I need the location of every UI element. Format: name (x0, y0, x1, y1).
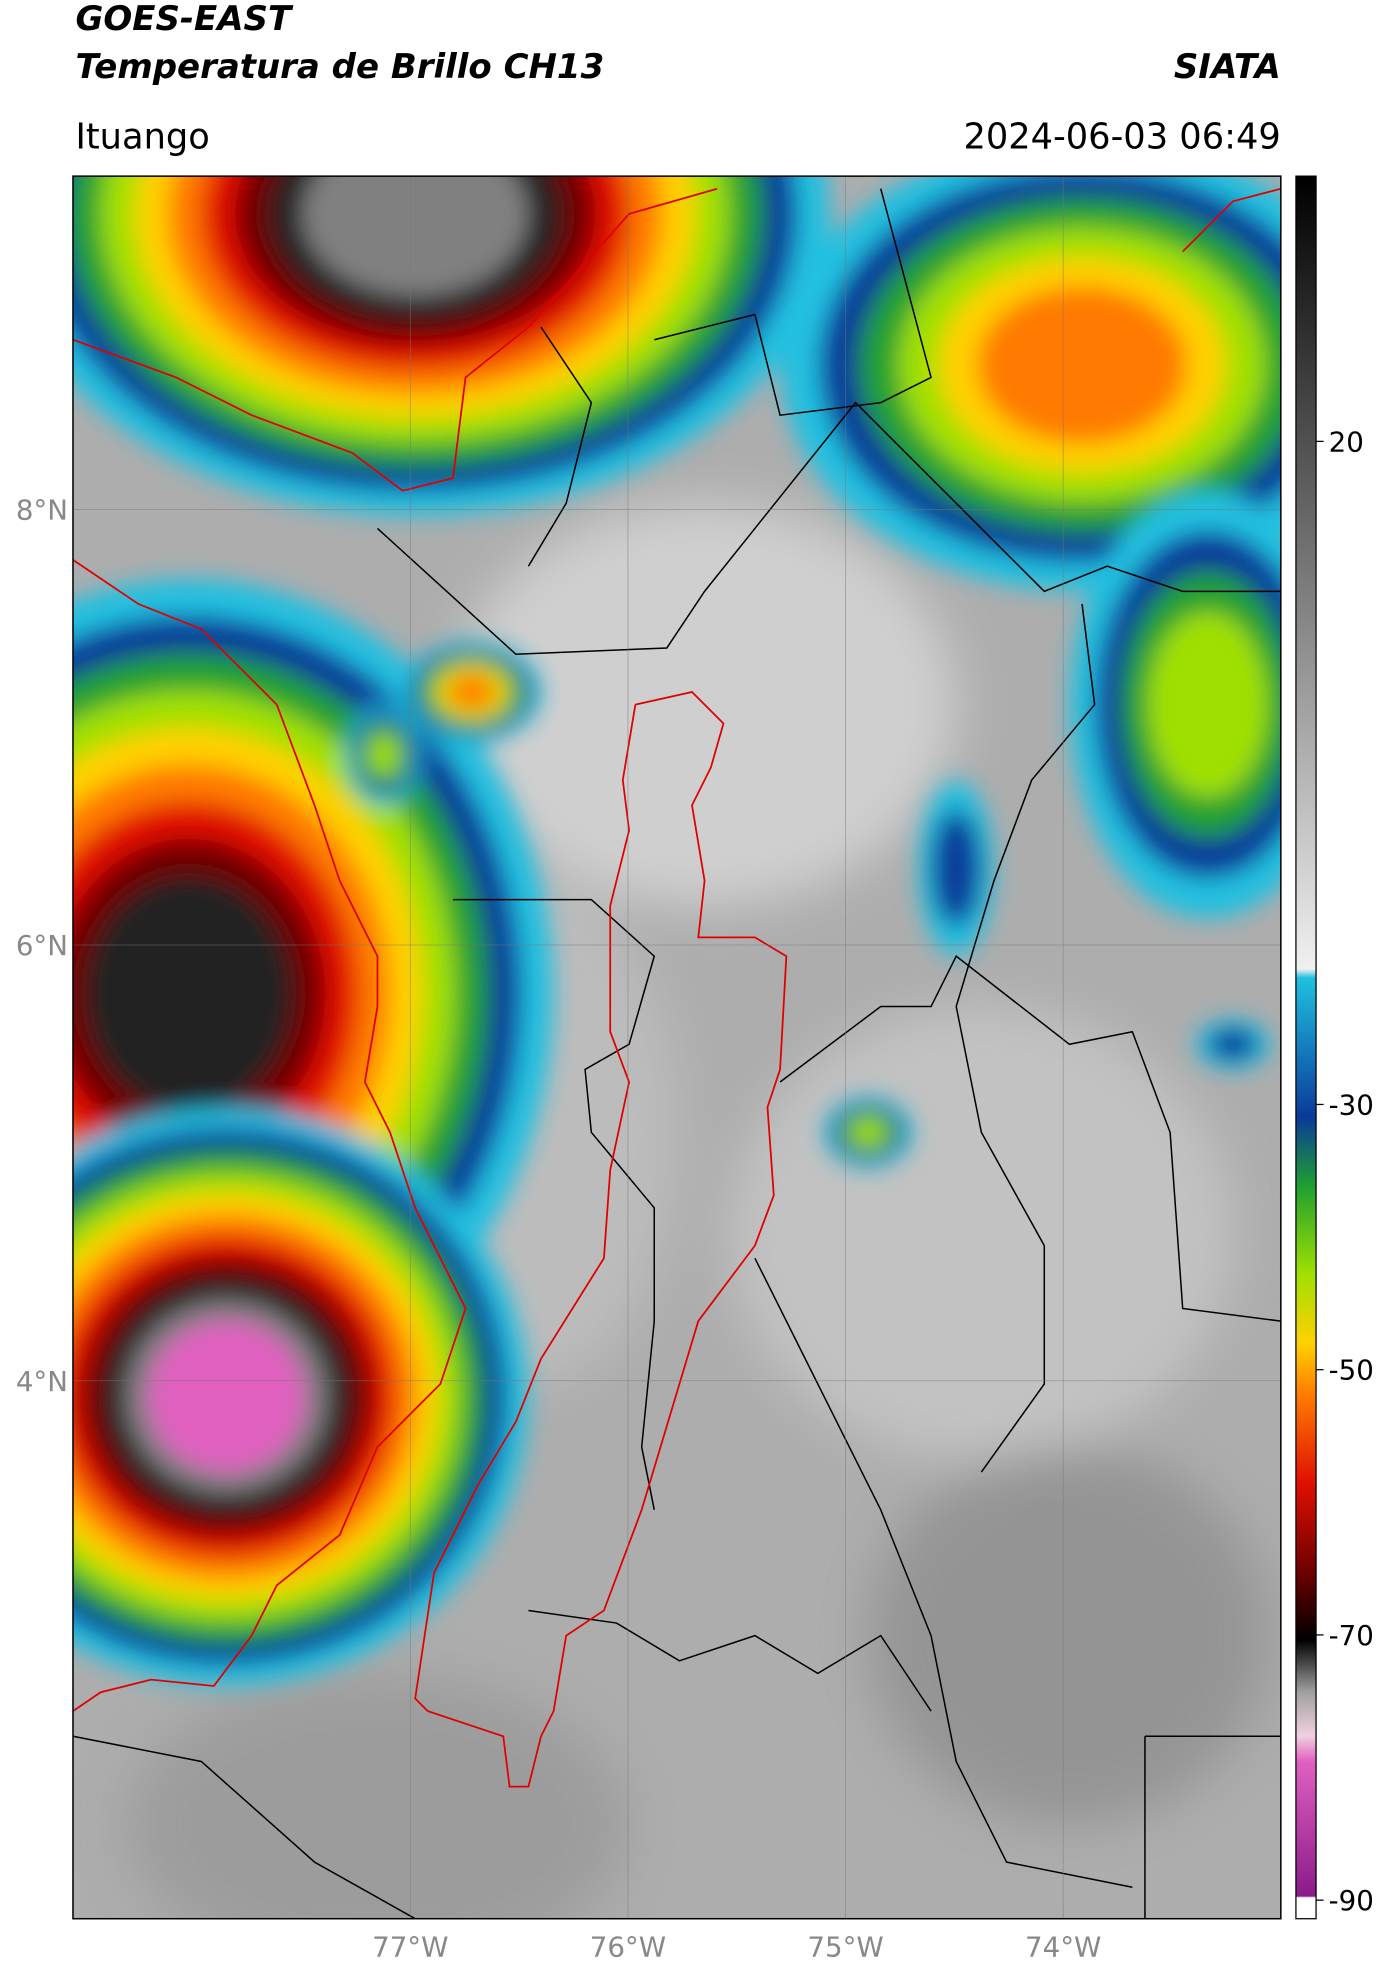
cloud (1208, 1027, 1258, 1061)
cloud (977, 286, 1187, 444)
colorbar-tick-label: -50 (1329, 1354, 1374, 1387)
colorbar-tick-label: -90 (1329, 1884, 1374, 1917)
cloud (1147, 611, 1268, 798)
location: Ituango (75, 116, 209, 157)
title-line2: Temperatura de Brillo CH13 (75, 47, 604, 87)
title-line1: GOES-EAST (75, 0, 293, 39)
cloud (302, 176, 528, 296)
colorbar-tick-label: 20 (1329, 425, 1364, 458)
lat-tick-label: 4°N (16, 1365, 68, 1398)
lon-tick-label: 76°W (590, 1930, 666, 1963)
cloud (85, 875, 293, 1112)
brand: SIATA (1174, 47, 1281, 87)
lon-tick-label: 75°W (807, 1930, 883, 1963)
cloud (147, 1321, 306, 1473)
cloud (447, 674, 496, 710)
lat-tick-label: 8°N (16, 493, 68, 526)
colorbar-tick-label: -30 (1329, 1089, 1374, 1122)
map-frame (72, 175, 1282, 1920)
lat-tick-label: 6°N (16, 929, 68, 962)
cloud (931, 810, 982, 927)
lon-tick-label: 77°W (372, 1930, 448, 1963)
datetime: 2024-06-03 06:49 (963, 116, 1280, 157)
cloud (849, 1117, 888, 1148)
colorbar-tick-label: -70 (1329, 1619, 1374, 1652)
lon-tick-label: 74°W (1025, 1930, 1101, 1963)
borders (72, 187, 1281, 1919)
cloud (367, 733, 401, 777)
colorbar (1295, 175, 1317, 1920)
